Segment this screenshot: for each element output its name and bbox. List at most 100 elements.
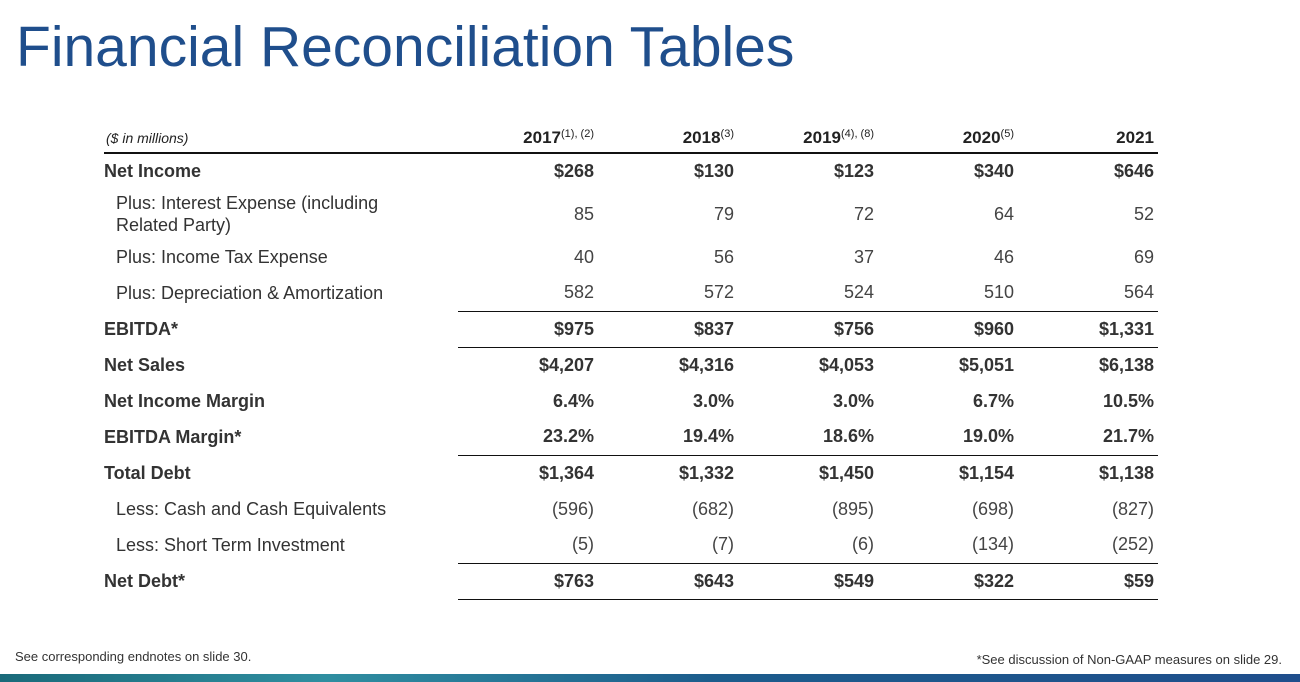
column-year: 2020 — [962, 128, 1001, 147]
row-label: Total Debt — [104, 462, 191, 483]
cell-2018: 56 — [713, 246, 734, 267]
cell-2021: 52 — [1133, 203, 1154, 224]
cell-2019: $123 — [833, 161, 874, 181]
cell-2021: $1,138 — [1018, 454, 1158, 491]
row-label: Net Income Margin — [104, 390, 266, 411]
cell-2017: 6.4% — [552, 390, 594, 411]
cell-2019: $549 — [738, 562, 878, 600]
row-label: Less: Short Term Investment — [116, 534, 345, 555]
row-label: Plus: Interest Expense (including Relate… — [116, 193, 379, 235]
cell-2017: 40 — [573, 246, 594, 267]
endnotes-reference: See corresponding endnotes on slide 30. — [15, 649, 252, 664]
row-total-debt: Total Debt $1,364 $1,332 $1,450 $1,154 $… — [104, 454, 1158, 491]
row-short-term-investment: Less: Short Term Investment (5) (7) (6) … — [104, 527, 1158, 563]
cell-2018: $643 — [598, 562, 738, 600]
cell-2021: (827) — [1111, 498, 1154, 519]
row-net-income-margin: Net Income Margin 6.4% 3.0% 3.0% 6.7% 10… — [104, 383, 1158, 419]
row-label: Less: Cash and Cash Equivalents — [116, 498, 387, 519]
row-ebitda: EBITDA* $975 $837 $756 $960 $1,331 — [104, 310, 1158, 347]
cell-2019: (6) — [852, 534, 874, 555]
cell-2020: $322 — [878, 562, 1018, 600]
cell-2019: 72 — [853, 203, 874, 224]
row-label: EBITDA* — [104, 318, 179, 339]
cell-2021: $6,138 — [1018, 346, 1158, 383]
footer-color-bar — [0, 674, 1300, 682]
cell-2017: $975 — [458, 310, 598, 347]
column-year: 2018 — [682, 128, 721, 147]
cell-2020: 510 — [983, 282, 1014, 303]
cell-2019: 18.6% — [822, 426, 874, 447]
cell-2017: (596) — [551, 498, 594, 519]
column-header-2020: 2020(5) — [878, 124, 1018, 154]
cell-2020: $5,051 — [878, 346, 1018, 383]
row-income-tax: Plus: Income Tax Expense 40 56 37 46 69 — [104, 239, 1158, 275]
row-label: Net Income — [104, 161, 202, 181]
cell-2018: 79 — [713, 203, 734, 224]
cell-2020: 19.0% — [962, 426, 1014, 447]
column-header-2021: 2021 — [1018, 124, 1158, 154]
cell-2017: 582 — [563, 282, 594, 303]
cell-2019: $1,450 — [738, 454, 878, 491]
cell-2018: $4,316 — [598, 346, 738, 383]
unit-label: ($ in millions) — [104, 124, 458, 154]
page-title: Financial Reconciliation Tables — [16, 15, 795, 79]
row-interest-expense: Plus: Interest Expense (including Relate… — [104, 189, 1158, 239]
cell-2020: (698) — [971, 498, 1014, 519]
row-label: Plus: Income Tax Expense — [116, 246, 328, 267]
row-label: Net Sales — [104, 354, 186, 375]
cell-2021: $646 — [1113, 161, 1154, 181]
cell-2018: $837 — [598, 310, 738, 347]
cell-2021: 564 — [1123, 282, 1154, 303]
row-depreciation: Plus: Depreciation & Amortization 582 57… — [104, 275, 1158, 311]
column-year: 2021 — [1116, 128, 1154, 147]
cell-2019: $4,053 — [738, 346, 878, 383]
cell-2017: (5) — [572, 534, 594, 555]
column-note: (3) — [720, 128, 734, 140]
cell-2020: $960 — [878, 310, 1018, 347]
cell-2021: $59 — [1018, 562, 1158, 600]
cell-2017: 23.2% — [542, 426, 594, 447]
cell-2018: 3.0% — [692, 390, 734, 411]
cell-2020: 6.7% — [972, 390, 1014, 411]
column-year: 2019 — [803, 128, 841, 147]
table-header-row: ($ in millions) 2017(1), (2) 2018(3) 201… — [104, 124, 1158, 154]
cell-2019: 37 — [853, 246, 874, 267]
cell-2021: 10.5% — [1102, 390, 1154, 411]
cell-2018: $130 — [693, 161, 734, 181]
cell-2017: $268 — [553, 161, 594, 181]
column-header-2018: 2018(3) — [598, 124, 738, 154]
non-gaap-reference: *See discussion of Non-GAAP measures on … — [976, 652, 1282, 667]
row-net-income: Net Income $268 $130 $123 $340 $646 — [104, 153, 1158, 189]
column-note: (4), (8) — [841, 128, 874, 140]
cell-2020: $1,154 — [878, 454, 1018, 491]
cell-2019: (895) — [831, 498, 874, 519]
cell-2017: 85 — [573, 203, 594, 224]
cell-2021: (252) — [1111, 534, 1154, 555]
cell-2020: 64 — [993, 203, 1014, 224]
cell-2017: $4,207 — [458, 346, 598, 383]
cell-2018: 19.4% — [682, 426, 734, 447]
reconciliation-table: ($ in millions) 2017(1), (2) 2018(3) 201… — [104, 124, 1158, 600]
cell-2018: $1,332 — [598, 454, 738, 491]
cell-2017: $1,364 — [458, 454, 598, 491]
column-header-2017: 2017(1), (2) — [458, 124, 598, 154]
row-label: Plus: Depreciation & Amortization — [116, 282, 384, 303]
cell-2020: $340 — [973, 161, 1014, 181]
cell-2020: (134) — [971, 534, 1014, 555]
cell-2019: 3.0% — [832, 390, 874, 411]
row-ebitda-margin: EBITDA Margin* 23.2% 19.4% 18.6% 19.0% 2… — [104, 419, 1158, 455]
cell-2017: $763 — [458, 562, 598, 600]
column-note: (5) — [1000, 128, 1014, 140]
row-label: Net Debt* — [104, 570, 186, 591]
cell-2020: 46 — [993, 246, 1014, 267]
cell-2021: $1,331 — [1018, 310, 1158, 347]
column-header-2019: 2019(4), (8) — [738, 124, 878, 154]
row-cash-equivalents: Less: Cash and Cash Equivalents (596) (6… — [104, 491, 1158, 527]
cell-2018: 572 — [703, 282, 734, 303]
cell-2019: $756 — [738, 310, 878, 347]
row-net-debt: Net Debt* $763 $643 $549 $322 $59 — [104, 562, 1158, 600]
cell-2021: 69 — [1133, 246, 1154, 267]
row-net-sales: Net Sales $4,207 $4,316 $4,053 $5,051 $6… — [104, 346, 1158, 383]
cell-2018: (7) — [712, 534, 734, 555]
column-year: 2017 — [523, 128, 561, 147]
